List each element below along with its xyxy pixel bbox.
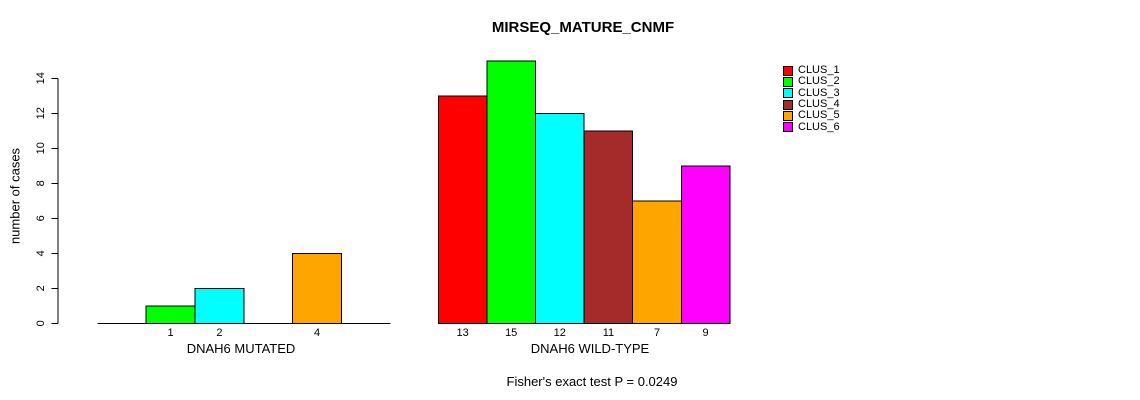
y-tick-label: 10	[35, 142, 47, 154]
bar-clus_3-group-1	[535, 112, 585, 324]
bar-value-label: 15	[505, 327, 517, 339]
y-tick-label: 0	[35, 320, 47, 326]
y-tick-label: 6	[35, 215, 47, 221]
y-tick-label: 4	[35, 250, 47, 256]
x-axis-label-mutated: DNAH6 MUTATED	[186, 341, 296, 356]
legend-label: CLUS_2	[798, 75, 840, 88]
legend: CLUS_1 CLUS_2 CLUS_3 CLUS_4 CLUS_5 CLUS_6	[783, 65, 840, 133]
legend-label: CLUS_4	[798, 98, 840, 111]
bar-clus_5-group-1	[632, 200, 682, 324]
legend-item: CLUS_6	[783, 120, 840, 133]
legend-label: CLUS_1	[798, 64, 840, 77]
legend-item: CLUS_4	[783, 99, 840, 110]
legend-item: CLUS_3	[783, 86, 840, 99]
bar-value-label: 2	[216, 327, 222, 339]
legend-swatch-clus_3	[783, 88, 793, 99]
x-axis-label-wild-type: DNAH6 WILD-TYPE	[530, 341, 650, 356]
legend-swatch-clus_2	[783, 76, 793, 87]
legend-label: CLUS_6	[798, 120, 840, 133]
bar-clus_4-group-1	[583, 130, 634, 324]
bar-value-label: 9	[703, 327, 709, 339]
bar-value-label: 7	[654, 327, 660, 339]
legend-item: CLUS_1	[783, 65, 840, 76]
bar-clus_1-group-1	[437, 95, 488, 324]
legend-label: CLUS_3	[798, 86, 840, 99]
bar-clus_2-group-0	[145, 305, 196, 324]
bar-value-label: 11	[603, 327, 614, 339]
y-tick-label: 2	[35, 285, 47, 291]
bar-value-label: 12	[554, 327, 566, 339]
y-tick-label: 12	[35, 107, 47, 119]
legend-label: CLUS_5	[798, 109, 840, 122]
legend-item: CLUS_2	[783, 76, 840, 87]
legend-swatch-clus_1	[783, 65, 793, 76]
legend-swatch-clus_6	[783, 122, 793, 133]
legend-swatch-clus_5	[783, 110, 793, 121]
fisher-test-subtitle: Fisher's exact test P = 0.0249	[506, 374, 678, 389]
bar-clus_3-group-0	[194, 287, 245, 324]
legend-swatch-clus_4	[783, 99, 793, 110]
y-tick-label: 8	[35, 180, 47, 186]
legend-item: CLUS_5	[783, 110, 840, 121]
bar-value-label: 13	[456, 327, 468, 339]
bar-clus_5-group-0	[292, 252, 342, 324]
bar-value-label: 1	[167, 327, 173, 339]
chart-title: MIRSEQ_MATURE_CNMF	[491, 19, 675, 36]
bar-clus_6-group-1	[680, 165, 731, 324]
bar-clus_2-group-1	[486, 60, 536, 324]
y-tick-label: 14	[35, 72, 47, 84]
bar-value-label: 4	[314, 327, 320, 339]
